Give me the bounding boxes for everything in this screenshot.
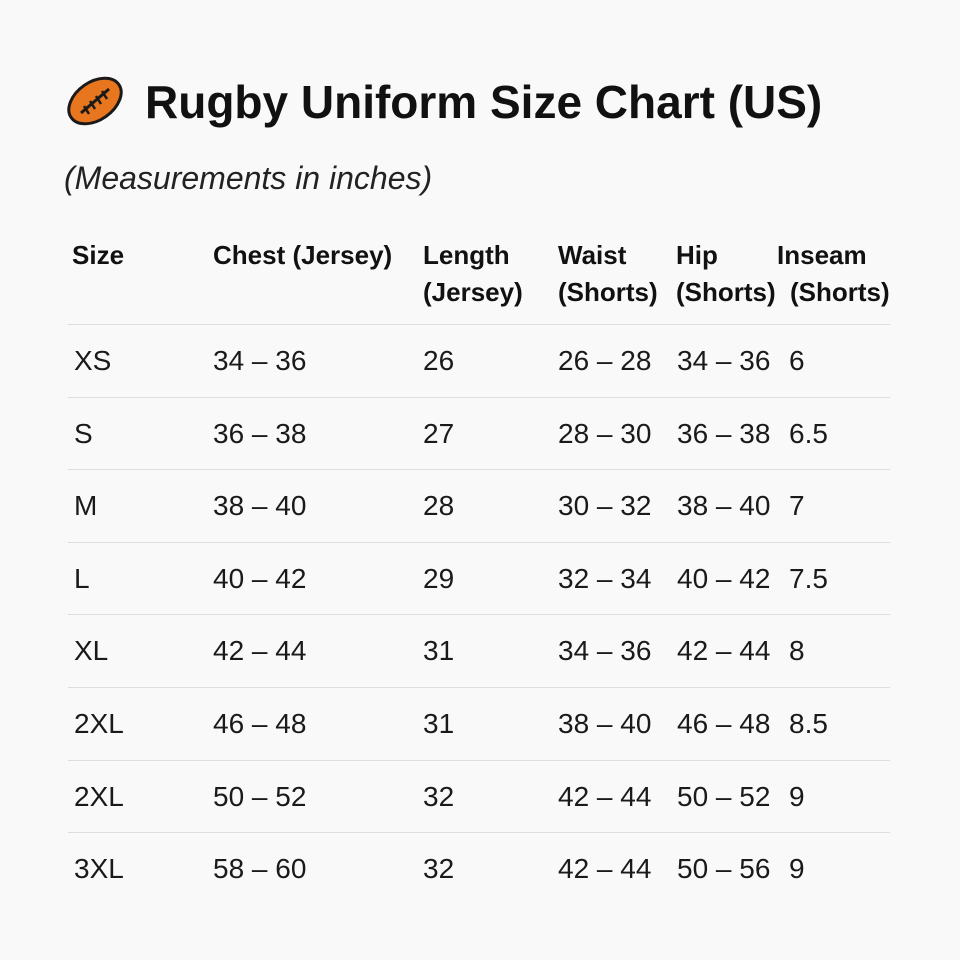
table-cell: 26 – 28 xyxy=(558,345,652,376)
row-divider xyxy=(68,396,890,398)
column-header: Length xyxy=(423,240,510,270)
row-divider xyxy=(68,614,890,616)
table-cell: 26 xyxy=(423,345,455,376)
column-header: Inseam xyxy=(777,240,867,270)
column-header: Chest (Jersey) xyxy=(213,240,393,270)
column-header: (Shorts) xyxy=(558,277,658,307)
table-cell: 8 xyxy=(789,635,805,667)
table-cell: 32 – 34 xyxy=(558,562,652,594)
table-cell: L xyxy=(74,562,90,594)
row-divider xyxy=(68,469,890,471)
subtitle: (Measurements in inches) xyxy=(64,160,433,196)
row-divider xyxy=(68,541,890,543)
table-cell: 36 – 38 xyxy=(213,417,307,449)
table-cell: XL xyxy=(74,635,109,667)
table-cell: 40 – 42 xyxy=(213,562,307,594)
table-cell: 9 xyxy=(789,853,805,885)
column-header: Size xyxy=(72,240,125,270)
column-header: Hip xyxy=(676,240,718,270)
table-cell: 38 – 40 xyxy=(558,708,652,739)
table-cell: 34 – 36 xyxy=(558,635,652,667)
row-divider xyxy=(68,759,890,761)
table-cell: 31 xyxy=(423,708,455,739)
table-cell: 36 – 38 xyxy=(677,417,771,449)
column-header: (Jersey) xyxy=(423,277,523,307)
table-cell: 6.5 xyxy=(789,417,828,449)
table-cell: 40 – 42 xyxy=(677,562,771,594)
table-cell: 2XL xyxy=(74,708,124,739)
table-cell: S xyxy=(74,417,93,449)
table-cell: 8.5 xyxy=(789,708,828,739)
table-cell: 7.5 xyxy=(789,562,828,594)
row-divider xyxy=(68,324,890,325)
row-divider xyxy=(68,687,890,688)
rugby-ball-icon xyxy=(67,76,123,126)
table-cell: 6 xyxy=(789,345,805,376)
table-cell: 42 – 44 xyxy=(677,635,771,667)
table-cell: 28 – 30 xyxy=(558,417,652,449)
row-divider xyxy=(68,832,890,834)
table-cell: 50 – 52 xyxy=(213,780,307,812)
table-cell: 29 xyxy=(423,562,455,594)
table-cell: 3XL xyxy=(74,853,124,885)
table-cell: 9 xyxy=(789,780,805,812)
table-cell: 32 xyxy=(423,780,455,812)
table-cell: M xyxy=(74,490,98,522)
table-cell: 58 – 60 xyxy=(213,853,307,885)
table-cell: 32 xyxy=(423,853,455,885)
table-cell: 28 xyxy=(423,490,455,522)
table-cell: 42 – 44 xyxy=(213,635,307,667)
table-cell: 31 xyxy=(423,635,455,667)
table-cell: 46 – 48 xyxy=(213,708,307,739)
column-header: (Shorts) xyxy=(676,277,776,307)
column-header: Waist xyxy=(558,240,627,270)
table-cell: 42 – 44 xyxy=(558,853,652,885)
column-header: (Shorts) xyxy=(790,277,890,307)
table-cell: 42 – 44 xyxy=(558,780,652,812)
table-cell: 34 – 36 xyxy=(213,345,307,376)
table-cell: 27 xyxy=(423,417,455,449)
table-cell: 7 xyxy=(789,490,805,522)
table-cell: 50 – 56 xyxy=(677,853,771,885)
table-cell: 2XL xyxy=(74,780,124,812)
table-cell: 34 – 36 xyxy=(677,345,771,376)
table-cell: XS xyxy=(74,345,112,376)
table-cell: 30 – 32 xyxy=(558,490,652,522)
title: Rugby Uniform Size Chart (US) xyxy=(145,76,823,128)
table-cell: 46 – 48 xyxy=(677,708,771,739)
table-cell: 50 – 52 xyxy=(677,780,771,812)
table-cell: 38 – 40 xyxy=(213,490,307,522)
table-cell: 38 – 40 xyxy=(677,490,771,522)
